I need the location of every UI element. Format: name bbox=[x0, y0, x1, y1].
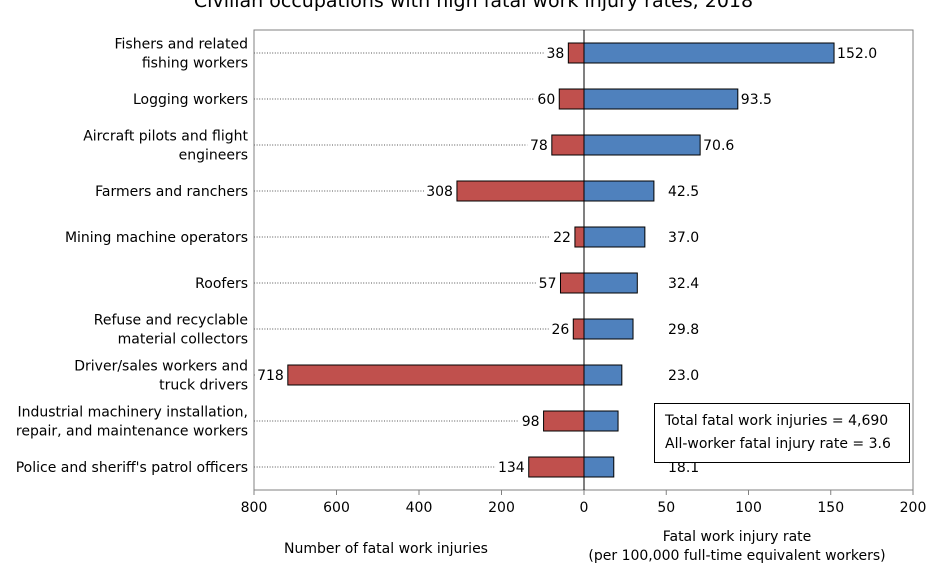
label-fatal-rate: 93.5 bbox=[741, 92, 772, 108]
label-fatal-count: 98 bbox=[522, 414, 540, 430]
label-fatal-count: 22 bbox=[553, 230, 571, 246]
label-fatal-rate: 32.4 bbox=[668, 276, 699, 292]
tick-label-count: 0 bbox=[580, 500, 589, 516]
tick-label-rate: 200 bbox=[900, 500, 927, 516]
bar-fatal-count bbox=[572, 318, 585, 340]
labels: 38 152.0 Fishers and related fishing worker… bbox=[16, 37, 877, 477]
tick-label-rate: 50 bbox=[657, 500, 675, 516]
tick-label-count: 400 bbox=[406, 500, 433, 516]
category-label: material collectors bbox=[118, 332, 248, 348]
category-label: truck drivers bbox=[159, 378, 248, 394]
bar-fatal-rate bbox=[583, 456, 615, 478]
category-label: Aircraft pilots and flight bbox=[83, 129, 248, 145]
label-fatal-count: 78 bbox=[530, 138, 548, 154]
bar-fatal-rate bbox=[583, 364, 623, 386]
label-fatal-count: 26 bbox=[551, 322, 569, 338]
summary-box: Total fatal work injuries = 4,690 All-wo… bbox=[654, 403, 910, 463]
label-fatal-rate: 37.0 bbox=[668, 230, 699, 246]
category-label: repair, and maintenance workers bbox=[16, 424, 248, 440]
label-fatal-rate: 152.0 bbox=[837, 46, 877, 62]
bar-fatal-count bbox=[567, 42, 585, 64]
tick-label-count: 800 bbox=[241, 500, 268, 516]
bar-fatal-rate bbox=[583, 226, 646, 248]
bar-fatal-count bbox=[528, 456, 585, 478]
bar-fatal-rate bbox=[583, 318, 634, 340]
category-label: Mining machine operators bbox=[65, 230, 248, 246]
tick-label-count: 200 bbox=[488, 500, 515, 516]
bar-fatal-rate bbox=[583, 88, 739, 110]
category-label: Police and sheriff's patrol officers bbox=[16, 460, 248, 476]
axes: 800 600 400 200 0 50 100 150 200 Number of fatal … bbox=[241, 29, 927, 564]
label-fatal-rate: 42.5 bbox=[668, 184, 699, 200]
bar-fatal-count bbox=[559, 272, 585, 294]
category-label: Refuse and recyclable bbox=[94, 313, 248, 329]
category-label: Fishers and related bbox=[114, 37, 248, 53]
category-label: Roofers bbox=[195, 276, 248, 292]
bar-fatal-rate bbox=[583, 134, 701, 156]
summary-fatal-rate: All-worker fatal injury rate = 3.6 bbox=[665, 436, 891, 452]
label-fatal-count: 57 bbox=[539, 276, 557, 292]
bar-fatal-count bbox=[456, 180, 585, 202]
tick-label-rate: 100 bbox=[735, 500, 762, 516]
category-label: fishing workers bbox=[142, 56, 248, 72]
axis-title-rate: Fatal work injury rate bbox=[663, 529, 812, 545]
label-fatal-rate: 70.6 bbox=[703, 138, 734, 154]
bar-fatal-count bbox=[551, 134, 585, 156]
bar-fatal-rate bbox=[583, 272, 638, 294]
label-fatal-count: 718 bbox=[257, 368, 284, 384]
chart-title: Civilian occupations with high fatal wor… bbox=[193, 0, 754, 12]
bars bbox=[287, 42, 835, 478]
label-fatal-rate: 29.8 bbox=[668, 322, 699, 338]
bar-fatal-rate bbox=[583, 180, 655, 202]
bar-fatal-count bbox=[287, 364, 585, 386]
bar-fatal-count bbox=[574, 226, 585, 248]
chart-title-clip: Civilian occupations with high fatal wor… bbox=[0, 0, 947, 14]
label-fatal-rate: 18.1 bbox=[668, 460, 699, 476]
category-label: Driver/sales workers and bbox=[74, 359, 248, 375]
category-label: Industrial machinery installation, bbox=[17, 405, 248, 421]
bar-fatal-rate bbox=[583, 42, 835, 64]
bar-fatal-count bbox=[543, 410, 585, 432]
category-label: engineers bbox=[179, 148, 248, 164]
bar-fatal-count bbox=[558, 88, 585, 110]
axis-title-rate: (per 100,000 full-time equivalent worker… bbox=[588, 548, 885, 564]
axis-title-count: Number of fatal work injuries bbox=[284, 541, 488, 557]
category-label: Farmers and ranchers bbox=[95, 184, 248, 200]
tick-label-rate: 150 bbox=[817, 500, 844, 516]
label-fatal-rate: 23.0 bbox=[668, 368, 699, 384]
gridlines bbox=[254, 52, 551, 468]
summary-total-injuries: Total fatal work injuries = 4,690 bbox=[665, 413, 889, 429]
label-fatal-count: 308 bbox=[426, 184, 453, 200]
label-fatal-count: 60 bbox=[537, 92, 555, 108]
label-fatal-count: 38 bbox=[546, 46, 564, 62]
tick-label-count: 600 bbox=[323, 500, 350, 516]
bar-fatal-rate bbox=[583, 410, 619, 432]
label-fatal-count: 134 bbox=[498, 460, 525, 476]
category-label: Logging workers bbox=[133, 92, 248, 108]
